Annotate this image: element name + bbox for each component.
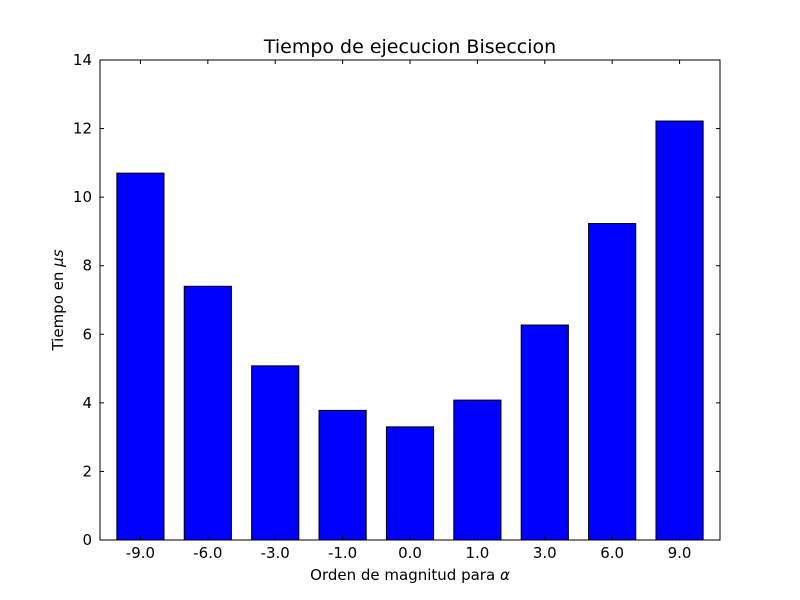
x-tick-label: -1.0 xyxy=(328,544,357,562)
x-tick-label: 0.0 xyxy=(398,544,422,562)
bar-6.0 xyxy=(588,223,637,541)
y-tick-label: 2 xyxy=(82,462,92,480)
bar--1.0 xyxy=(318,409,367,541)
y-tick-label: 0 xyxy=(82,531,92,549)
bar-9.0 xyxy=(655,120,704,541)
y-tick-label: 10 xyxy=(73,188,92,206)
x-tick-label: 6.0 xyxy=(600,544,624,562)
y-tick-label: 14 xyxy=(73,51,92,69)
x-axis-label-text: Orden de magnitud para xyxy=(310,566,500,584)
bar--9.0 xyxy=(116,172,165,541)
y-axis-label: Tiempo en μs xyxy=(49,249,67,351)
bar-3.0 xyxy=(520,324,569,541)
bar--6.0 xyxy=(183,285,232,541)
y-axis-unit: s xyxy=(49,249,67,257)
y-axis-ticks: 0 2 4 6 8 10 12 14 xyxy=(73,51,720,549)
chart-title: Tiempo de ejecucion Biseccion xyxy=(263,36,556,58)
x-tick-label: -6.0 xyxy=(193,544,222,562)
x-axis-label: Orden de magnitud para α xyxy=(310,566,510,584)
x-tick-label: 3.0 xyxy=(533,544,557,562)
x-tick-label: 9.0 xyxy=(668,544,692,562)
bars-group xyxy=(116,120,704,541)
bar-0.0 xyxy=(385,426,435,541)
y-tick-label: 12 xyxy=(73,120,92,138)
alpha-symbol: α xyxy=(500,566,510,584)
x-tick-label: -3.0 xyxy=(261,544,290,562)
mu-symbol: μ xyxy=(49,257,67,268)
x-tick-label: 1.0 xyxy=(465,544,489,562)
plot-frame xyxy=(99,59,721,541)
y-tick-label: 4 xyxy=(82,394,92,412)
y-axis-label-text: Tiempo en xyxy=(49,267,67,352)
bar--3.0 xyxy=(251,365,300,541)
y-tick-label: 8 xyxy=(82,257,92,275)
bar-1.0 xyxy=(453,399,502,541)
x-tick-label: -9.0 xyxy=(126,544,155,562)
x-axis-ticks: -9.0 -6.0 -3.0 -1.0 0.0 1.0 3.0 6.0 9.0 xyxy=(126,60,692,562)
y-tick-label: 6 xyxy=(82,325,92,343)
